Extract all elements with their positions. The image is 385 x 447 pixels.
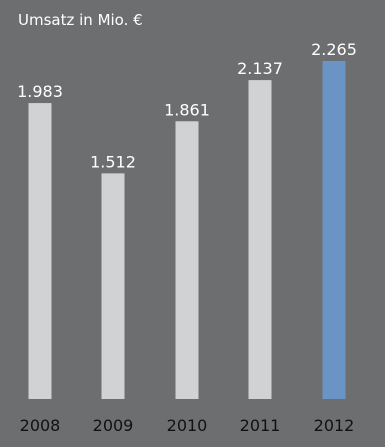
value-label-2012: 2.265 [311,40,357,59]
bar-2012 [322,61,346,399]
x-tick-label-2012: 2012 [314,416,355,435]
chart-title: Umsatz in Mio. € [18,11,143,29]
bar-2011 [248,80,272,399]
x-tick-label-2008: 2008 [20,416,61,435]
value-label-2010: 1.861 [164,100,210,119]
x-tick-label-2009: 2009 [93,416,134,435]
value-label-2008: 1.983 [17,82,63,101]
bar-2008 [28,103,52,399]
x-tick-label-2010: 2010 [167,416,208,435]
value-label-2011: 2.137 [237,59,283,78]
bar-2009 [101,173,125,399]
bar-2010 [175,121,199,400]
x-tick-label-2011: 2011 [240,416,281,435]
value-label-2009: 1.512 [90,152,136,171]
